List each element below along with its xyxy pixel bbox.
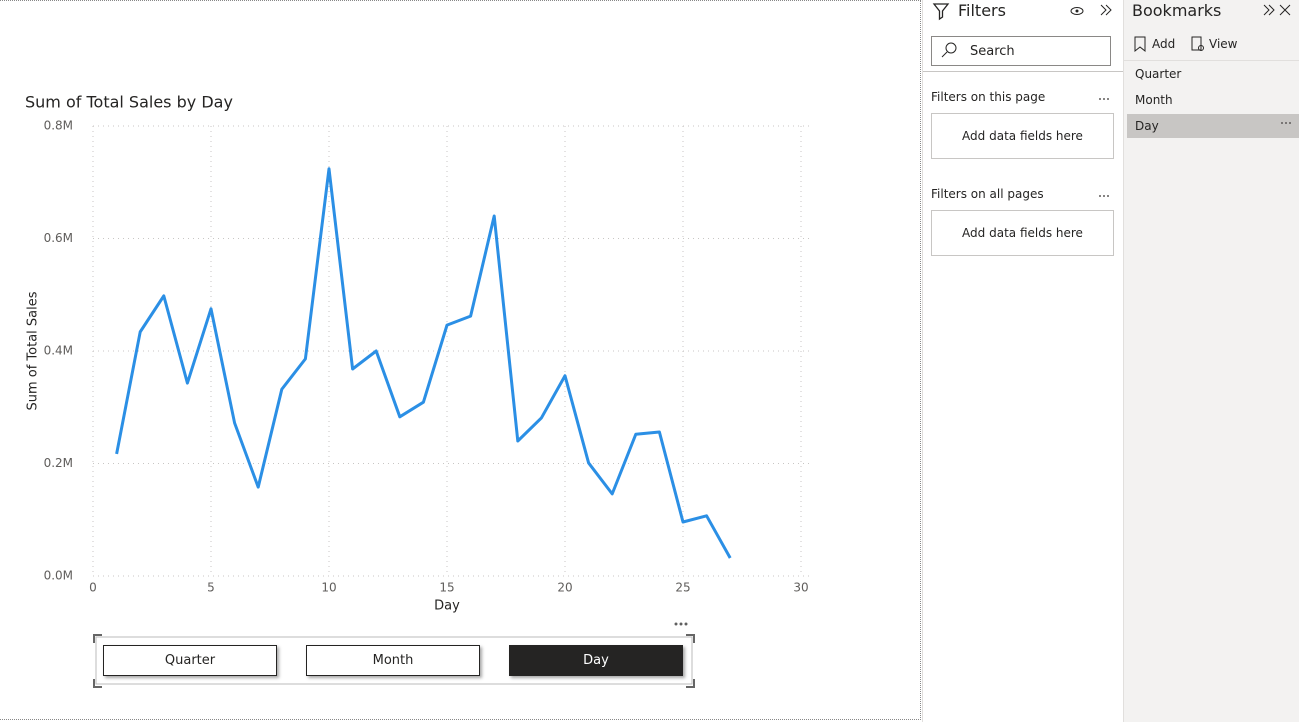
- drop-zone[interactable]: Add data fields here: [931, 210, 1114, 256]
- y-axis-label: Sum of Total Sales: [26, 291, 41, 410]
- section-title: Filters on all pages: [931, 187, 1044, 201]
- bookmark-item[interactable]: Quarter: [1135, 67, 1182, 81]
- report-canvas: Sum of Total Sales by Day Day Sum of Tot…: [0, 0, 921, 720]
- y-tick-label: 0.0M: [44, 569, 73, 583]
- bookmark-button[interactable]: Day: [509, 645, 683, 676]
- y-tick-label: 0.8M: [44, 119, 73, 133]
- x-tick-label: 20: [557, 581, 572, 595]
- x-tick-label: 5: [207, 581, 215, 595]
- x-tick-label: 25: [675, 581, 690, 595]
- pane-title: Filters: [958, 1, 1006, 20]
- more-icons: [1099, 98, 1109, 197]
- filter-icons: [932, 3, 1112, 21]
- x-tick-label: 10: [321, 581, 336, 595]
- line: [115, 167, 732, 559]
- drop-zone[interactable]: Add data fields here: [931, 113, 1114, 159]
- x-tick-label: 0: [89, 581, 97, 595]
- bookmarks-pane: Bookmarks Add View Quarter Month Day: [1123, 0, 1299, 722]
- bookmark-item[interactable]: Month: [1135, 93, 1173, 107]
- search-icon: [941, 42, 957, 58]
- bookmark-icons: [1134, 4, 1291, 53]
- chart: Sum of Total Sales by Day Day Sum of Tot…: [25, 93, 811, 688]
- pane-title: Bookmarks: [1132, 1, 1222, 20]
- chart-title: Sum of Total Sales by Day: [25, 93, 233, 112]
- x-axis-label: Day: [434, 599, 460, 614]
- y-tick-label: 0.6M: [44, 231, 73, 245]
- slicer-frame: [93, 622, 695, 688]
- section-title: Filters on this page: [931, 90, 1046, 104]
- y-tick-label: 0.4M: [44, 344, 73, 358]
- x-tick-label: 15: [439, 581, 454, 595]
- add-bookmark[interactable]: Add: [1152, 37, 1176, 51]
- bookmark-button[interactable]: Quarter: [103, 645, 277, 676]
- view-bookmark[interactable]: View: [1209, 37, 1238, 51]
- filters-pane: Filters Search Filters on this page Add …: [922, 0, 1123, 722]
- x-tick-label: 30: [793, 581, 808, 595]
- bookmark-item[interactable]: Day: [1127, 114, 1299, 138]
- search-box[interactable]: Search: [931, 36, 1111, 66]
- bookmark-button[interactable]: Month: [306, 645, 480, 676]
- y-tick-label: 0.2M: [44, 456, 73, 470]
- more-icon: [1281, 122, 1291, 124]
